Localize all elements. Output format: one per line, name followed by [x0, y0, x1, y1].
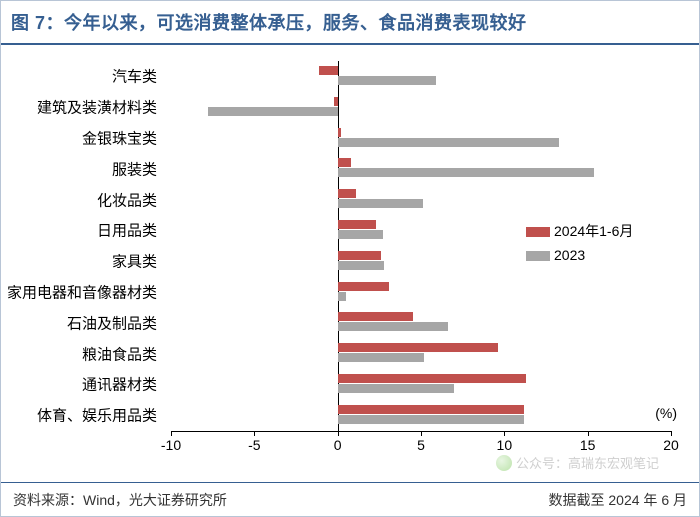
category-label: 通讯器材类: [82, 374, 157, 395]
bar-b: [338, 353, 425, 362]
category-label: 家用电器和音像器材类: [7, 281, 157, 302]
x-tick: [421, 431, 422, 436]
x-tick: [588, 431, 589, 436]
x-tick: [671, 431, 672, 436]
category-row: 体育、娱乐用品类: [171, 400, 671, 431]
x-tick: [171, 431, 172, 436]
bar-a: [338, 312, 413, 321]
bar-b: [208, 107, 338, 116]
category-label: 化妆品类: [97, 189, 157, 210]
category-label: 家具类: [112, 251, 157, 272]
category-row: 家具类: [171, 246, 671, 277]
x-tick-label: 15: [580, 437, 596, 453]
category-label: 服装类: [112, 158, 157, 179]
bar-b: [338, 230, 383, 239]
category-row: 建筑及装潢材料类: [171, 92, 671, 123]
legend-swatch: [526, 227, 550, 237]
bar-b: [338, 168, 595, 177]
category-label: 汽车类: [112, 66, 157, 87]
footer: 资料来源：Wind，光大证券研究所 数据截至 2024 年 6 月: [1, 482, 699, 516]
bar-a: [338, 405, 525, 414]
category-row: 石油及制品类: [171, 307, 671, 338]
category-row: 汽车类: [171, 61, 671, 92]
x-tick-label: 5: [417, 437, 425, 453]
category-row: 通讯器材类: [171, 369, 671, 400]
bar-b: [338, 415, 525, 424]
bar-a: [338, 189, 356, 198]
x-tick-label: 0: [334, 437, 342, 453]
category-row: 金银珠宝类: [171, 123, 671, 154]
x-tick-label: 10: [497, 437, 513, 453]
category-row: 家用电器和音像器材类: [171, 277, 671, 308]
category-label: 日用品类: [97, 220, 157, 241]
category-row: 粮油食品类: [171, 338, 671, 369]
legend-swatch: [526, 251, 550, 261]
plot-region: -10-505101520汽车类建筑及装潢材料类金银珠宝类服装类化妆品类日用品类…: [171, 61, 671, 432]
bar-b: [338, 384, 455, 393]
bar-a: [338, 343, 498, 352]
category-label: 石油及制品类: [67, 312, 157, 333]
category-label: 粮油食品类: [82, 343, 157, 364]
category-label: 金银珠宝类: [82, 127, 157, 148]
date-text: 数据截至 2024 年 6 月: [549, 490, 688, 510]
bar-b: [338, 322, 448, 331]
x-tick: [338, 431, 339, 436]
chart-title: 图 7：今年以来，可选消费整体承压，服务、食品消费表现较好: [11, 9, 527, 35]
bar-a: [334, 97, 337, 106]
x-tick-label: -10: [161, 437, 181, 453]
x-tick-label: 20: [663, 437, 679, 453]
bar-a: [319, 66, 337, 75]
bar-a: [338, 220, 376, 229]
bar-b: [338, 261, 385, 270]
title-bar: 图 7：今年以来，可选消费整体承压，服务、食品消费表现较好: [1, 1, 699, 45]
bar-a: [338, 374, 526, 383]
legend-item: 2024年1-6月: [526, 221, 633, 241]
category-row: 化妆品类: [171, 184, 671, 215]
bar-b: [338, 292, 346, 301]
figure-container: 图 7：今年以来，可选消费整体承压，服务、食品消费表现较好 -10-505101…: [0, 0, 700, 517]
chart-area: -10-505101520汽车类建筑及装潢材料类金银珠宝类服装类化妆品类日用品类…: [171, 61, 671, 456]
source-text: 资料来源：Wind，光大证券研究所: [13, 490, 227, 510]
bar-b: [338, 138, 560, 147]
unit-label: (%): [655, 405, 677, 421]
bar-b: [338, 199, 423, 208]
x-tick: [504, 431, 505, 436]
category-label: 建筑及装潢材料类: [37, 97, 157, 118]
category-row: 服装类: [171, 153, 671, 184]
legend-item: 2023: [526, 247, 585, 263]
legend-label: 2024年1-6月: [554, 223, 633, 239]
bar-a: [338, 251, 381, 260]
x-tick-label: -5: [248, 437, 260, 453]
bar-a: [338, 128, 341, 137]
wechat-icon: [496, 455, 512, 471]
category-label: 体育、娱乐用品类: [37, 405, 157, 426]
bar-a: [338, 282, 390, 291]
x-tick: [254, 431, 255, 436]
bar-a: [338, 158, 351, 167]
legend-label: 2023: [554, 247, 585, 263]
bar-b: [338, 76, 436, 85]
